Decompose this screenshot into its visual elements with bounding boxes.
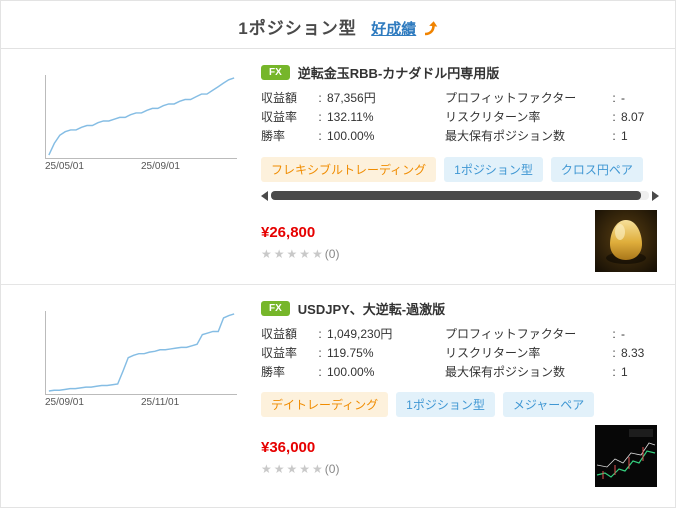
stat-label: リスクリターン率: [445, 110, 541, 125]
scrollbar-track[interactable]: [271, 191, 649, 201]
stat-label: 収益率: [261, 110, 298, 125]
tag-list: デイトレーディング 1ポジション型 メジャーペア: [261, 392, 659, 418]
header: 1ポジション型 好成績: [1, 1, 675, 48]
tag-trading-style[interactable]: フレキシブルトレーディング: [261, 156, 437, 182]
title-row: FX USDJPY、大逆転-過激版: [261, 299, 659, 318]
equity-chart: 25/05/01 25/09/01: [45, 63, 237, 272]
stat-label: 収益率: [261, 345, 298, 360]
product-card: 25/09/01 25/11/01 FX USDJPY、大逆転-過激版 収益額 …: [1, 285, 675, 500]
chart-x-label: 25/11/01: [141, 396, 180, 408]
stat-value: 8.07: [621, 110, 645, 125]
stat-value: 87,356円: [327, 91, 376, 105]
chart-x-label: 25/09/01: [141, 161, 180, 172]
tag-trading-style[interactable]: デイトレーディング: [261, 392, 389, 418]
equity-chart: 25/09/01 25/11/01: [45, 299, 237, 488]
page-title: 1ポジション型: [238, 19, 357, 38]
stat-label: プロフィットファクター: [445, 91, 577, 105]
tag-currency-pair[interactable]: メジャーペア: [502, 392, 595, 418]
stat-colon: :: [612, 345, 616, 360]
rating: ★★★★★(0): [261, 462, 339, 476]
stat-row: 勝率 : 100.00% 最大保有ポジション数 : 1: [261, 127, 659, 146]
chart-x-axis: 25/09/01 25/11/01: [45, 397, 237, 411]
tag-position-type[interactable]: 1ポジション型: [444, 156, 543, 182]
star-icons: ★★★★★: [261, 462, 325, 477]
stat-label: 収益額: [261, 326, 298, 341]
stat-colon: :: [318, 326, 322, 341]
price-block: ¥36,000 ★★★★★(0): [261, 425, 339, 476]
stat-colon: :: [612, 364, 616, 379]
price: ¥36,000: [261, 439, 316, 457]
stat-colon: :: [318, 129, 322, 144]
stat-value: 8.33: [621, 345, 645, 360]
equity-chart-plot: [45, 310, 237, 395]
curved-up-arrow-icon: [423, 21, 438, 41]
rating-count: (0): [324, 246, 340, 261]
stat-colon: :: [318, 110, 322, 125]
tag-currency-pair[interactable]: クロス円ペア: [550, 156, 643, 182]
chart-x-label: 25/05/01: [45, 161, 84, 172]
stats-table: 収益額 : 87,356円 プロフィットファクター : - 収益率 : 132.…: [261, 89, 659, 147]
stat-value: 119.75%: [327, 345, 374, 360]
stats-table: 収益額 : 1,049,230円 プロフィットファクター : - 収益率 : 1…: [261, 325, 659, 383]
stat-row: 収益額 : 1,049,230円 プロフィットファクター : -: [261, 325, 659, 344]
tag-position-type[interactable]: 1ポジション型: [396, 392, 495, 418]
rating-count: (0): [324, 462, 340, 477]
stat-value: -: [621, 91, 625, 105]
stat-colon: :: [612, 129, 616, 144]
stat-label: リスクリターン率: [445, 345, 541, 360]
tag-list: フレキシブルトレーディング 1ポジション型 クロス円ペア: [261, 156, 659, 182]
stat-value: 132.11%: [327, 110, 374, 125]
product-info: FX USDJPY、大逆転-過激版 収益額 : 1,049,230円 プロフィッ…: [261, 299, 659, 488]
stat-value: 1: [621, 129, 628, 144]
product-card: 25/05/01 25/09/01 FX 逆転金玉RBB-カナダドル円専用版 収…: [1, 49, 675, 285]
stat-label: 最大保有ポジション数: [445, 129, 566, 144]
fx-badge: FX: [261, 300, 290, 316]
product-info: FX 逆転金玉RBB-カナダドル円専用版 収益額 : 87,356円 プロフィッ…: [261, 63, 659, 272]
product-title[interactable]: 逆転金玉RBB-カナダドル円専用版: [297, 66, 500, 81]
rating: ★★★★★(0): [261, 247, 339, 261]
stat-colon: :: [318, 345, 322, 360]
title-row: FX 逆転金玉RBB-カナダドル円専用版: [261, 63, 659, 82]
stat-value: 1: [621, 364, 628, 379]
scrollbar-thumb[interactable]: [271, 191, 642, 201]
price: ¥26,800: [261, 223, 316, 241]
equity-chart-line: [48, 312, 235, 392]
price-block: ¥26,800 ★★★★★(0): [261, 210, 339, 261]
stat-value: 1,049,230円: [327, 326, 393, 341]
header-divider: [1, 48, 675, 49]
stat-colon: :: [612, 326, 616, 341]
stat-value: 100.00%: [327, 129, 375, 144]
stat-row: 収益率 : 119.75% リスクリターン率 : 8.33: [261, 344, 659, 363]
stat-label: プロフィットファクター: [445, 326, 577, 341]
stat-colon: :: [318, 91, 322, 105]
scrollbar-right-arrow-icon[interactable]: [652, 190, 659, 201]
price-row: ¥36,000 ★★★★★(0): [261, 425, 659, 488]
stat-label: 最大保有ポジション数: [445, 364, 566, 379]
tags-horizontal-scrollbar[interactable]: [261, 190, 659, 202]
stat-colon: :: [612, 91, 616, 105]
stat-value: -: [621, 326, 625, 341]
product-title[interactable]: USDJPY、大逆転-過激版: [297, 301, 446, 317]
fx-badge: FX: [261, 65, 290, 80]
star-icons: ★★★★★: [261, 246, 325, 261]
stat-colon: :: [612, 110, 616, 125]
stat-colon: :: [318, 364, 322, 379]
scrollbar-left-arrow-icon[interactable]: [261, 190, 268, 201]
chart-x-label: 25/09/01: [45, 396, 84, 408]
stat-row: 勝率 : 100.00% 最大保有ポジション数 : 1: [261, 363, 659, 382]
price-row: ¥26,800 ★★★★★(0): [261, 209, 659, 272]
product-image[interactable]: [595, 425, 657, 488]
stat-row: 収益額 : 87,356円 プロフィットファクター : -: [261, 89, 659, 108]
equity-chart-plot: [45, 75, 237, 159]
product-image[interactable]: [595, 209, 657, 272]
stat-label: 勝率: [261, 364, 286, 379]
chart-x-axis: 25/05/01 25/09/01: [45, 161, 237, 175]
stat-label: 収益額: [261, 91, 298, 105]
stat-row: 収益率 : 132.11% リスクリターン率 : 8.07: [261, 108, 659, 127]
good-results-link[interactable]: 好成績: [371, 21, 417, 38]
stat-value: 100.00%: [327, 364, 375, 379]
equity-chart-line: [48, 77, 235, 156]
stat-label: 勝率: [261, 129, 286, 144]
